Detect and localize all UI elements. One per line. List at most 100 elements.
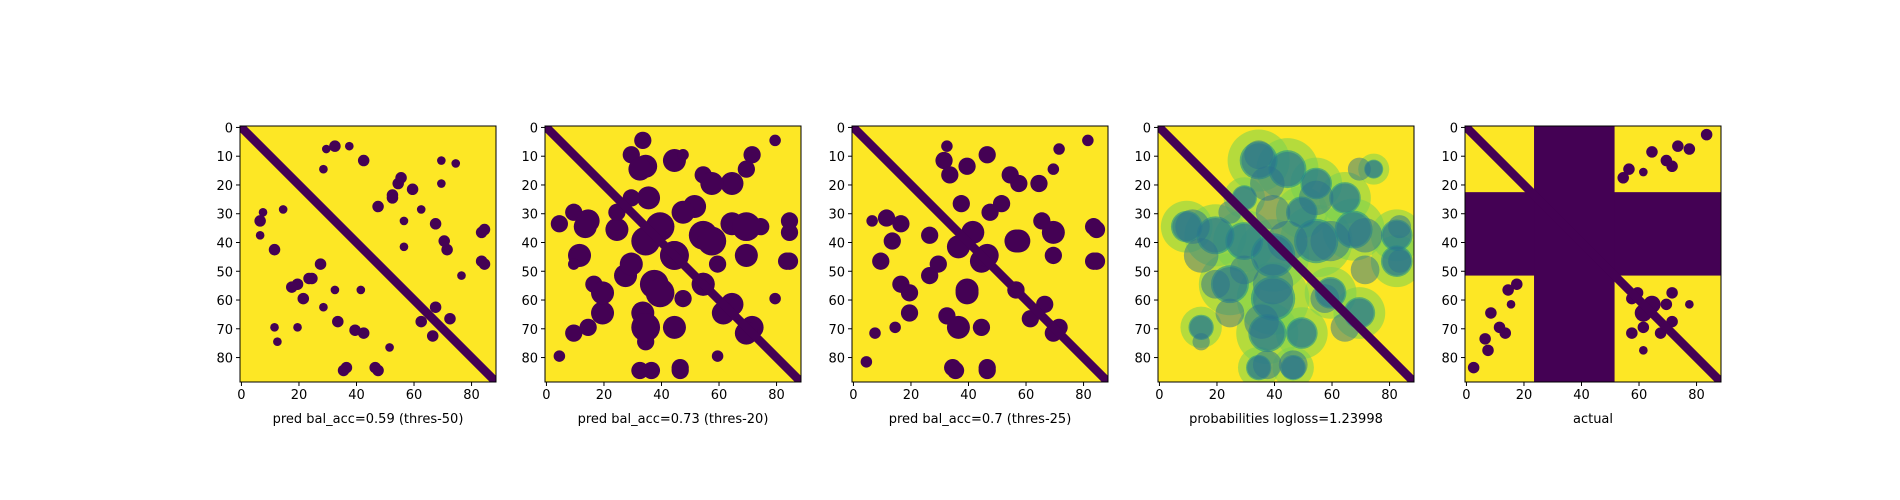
heatmap-blob: [1683, 143, 1696, 155]
heatmap-blob: [416, 205, 426, 214]
heatmap-blob-mirror: [1660, 298, 1673, 311]
y-tick-label: 70: [828, 323, 845, 338]
diagonal-band: [1465, 126, 1721, 382]
y-tick-label: 10: [1441, 150, 1458, 165]
y-tick-label: 60: [521, 294, 538, 309]
heatmap-blob-mirror: [777, 252, 796, 270]
heatmap-blob: [406, 183, 419, 196]
x-tick-label: 40: [960, 388, 977, 403]
heatmap-blob-mirror: [1041, 220, 1065, 244]
heatmap-blob: [1467, 361, 1480, 374]
heatmap-blob: [935, 151, 953, 170]
heatmap-blob-mirror: [319, 164, 328, 174]
heatmap-blob-mirror: [1084, 252, 1103, 270]
heatmap-blob: [451, 159, 461, 168]
heatmap-blob-mirror: [1047, 163, 1060, 175]
heatmap-blob: [1172, 212, 1202, 242]
heatmap-blob: [357, 154, 370, 167]
heatmap-blob: [1030, 174, 1048, 193]
heatmap-blob-mirror: [1250, 166, 1285, 201]
y-tick-label: 30: [216, 208, 233, 223]
diagonal-band: [545, 126, 801, 382]
heatmap-blob: [429, 218, 442, 230]
heatmap-blob-mirror: [711, 350, 724, 362]
heatmap-blob-mirror: [619, 252, 643, 276]
heatmap-blob: [278, 205, 288, 214]
heatmap-blob: [1287, 197, 1317, 227]
heatmap-blob: [972, 318, 991, 336]
heatmap-blob: [1252, 278, 1294, 319]
heatmap-blob: [254, 215, 266, 227]
heatmap-blob: [958, 157, 976, 175]
heatmap-blob: [321, 144, 331, 154]
heatmap-blob-mirror: [426, 330, 439, 342]
heatmap-blob-mirror: [1244, 140, 1274, 170]
heatmap-blob: [550, 215, 569, 233]
heatmap-blob-mirror: [900, 304, 919, 322]
y-tick-label: 80: [216, 352, 233, 367]
heatmap-blob-mirror: [1082, 134, 1094, 147]
x-tick-label: 20: [1516, 388, 1533, 403]
y-tick-label: 10: [216, 150, 233, 165]
heatmap-blob-mirror: [952, 195, 970, 213]
x-tick-label: 0: [1462, 388, 1470, 403]
heatmap-blob: [900, 284, 919, 302]
heatmap-blob: [889, 321, 901, 334]
x-tick-label: 80: [768, 388, 785, 403]
heatmap-blob-mirror: [769, 134, 781, 147]
heatmap-blob-mirror: [731, 212, 761, 242]
heatmap-blob-mirror: [1485, 307, 1497, 319]
heatmap-blob-mirror: [437, 156, 446, 165]
y-tick-label: 10: [521, 150, 538, 165]
heatmap-blob: [314, 258, 327, 270]
y-tick-label: 0: [225, 121, 233, 136]
heatmap-blob: [1637, 321, 1650, 334]
heatmap-blob-mirror: [872, 252, 890, 270]
heatmap-blob-mirror: [1700, 128, 1713, 141]
heatmap-panel-pred-thres-50: 0 20 40 60 80 0 10 20 30 40 50 60 70 80 pred bal_acc=0…: [216, 121, 497, 427]
heatmap-blob: [955, 281, 979, 305]
y-tick-label: 70: [521, 323, 538, 338]
heatmap-blob: [671, 358, 689, 377]
heatmap-blob-mirror: [395, 172, 407, 184]
y-tick-label: 10: [1134, 150, 1151, 165]
x-tick-label: 20: [596, 388, 613, 403]
heatmap-blob: [591, 281, 615, 305]
heatmap-blob: [270, 323, 279, 332]
axes-frame: [544, 125, 802, 383]
heatmap-blob-mirror: [1044, 246, 1062, 265]
heatmap-blob-mirror: [883, 232, 901, 250]
heatmap-blob-mirror: [332, 315, 344, 328]
heatmap-blob: [631, 312, 661, 342]
heatmap-blob: [1639, 346, 1648, 355]
heatmap-blob-mirror: [700, 172, 724, 196]
heatmap-blob: [860, 356, 873, 368]
heatmap-blob-mirror: [1626, 327, 1638, 339]
heatmap-blob: [1502, 284, 1514, 296]
heatmap-blob-mirror: [869, 327, 881, 339]
heatmap-blob: [1281, 356, 1305, 380]
heatmap-blob-mirror: [565, 324, 583, 342]
heatmap-blob: [1666, 287, 1678, 299]
heatmap-blob-mirror: [628, 157, 652, 181]
y-tick-label: 80: [828, 352, 845, 367]
x-tick-label: 80: [463, 388, 480, 403]
y-tick-label: 60: [828, 294, 845, 309]
y-tick-label: 50: [1134, 265, 1151, 280]
x-tick-label: 80: [1688, 388, 1705, 403]
y-tick-label: 60: [216, 294, 233, 309]
x-tick-label: 60: [1018, 388, 1035, 403]
heatmap-blob-mirror: [1623, 163, 1635, 175]
y-tick-label: 70: [1134, 323, 1151, 338]
heatmap-blob-mirror: [1310, 220, 1351, 262]
x-tick-label: 60: [1631, 388, 1648, 403]
heatmap-blob: [429, 301, 442, 313]
heatmap-blob-mirror: [329, 140, 341, 152]
x-tick-label: 80: [1381, 388, 1398, 403]
heatmap-blob-mirror: [1007, 229, 1031, 253]
heatmap-blob-mirror: [634, 131, 652, 150]
heatmap-blob-mirror: [438, 235, 450, 247]
heatmap-blob: [399, 242, 409, 252]
heatmap-blob: [921, 226, 939, 244]
x-tick-label: 20: [903, 388, 920, 403]
